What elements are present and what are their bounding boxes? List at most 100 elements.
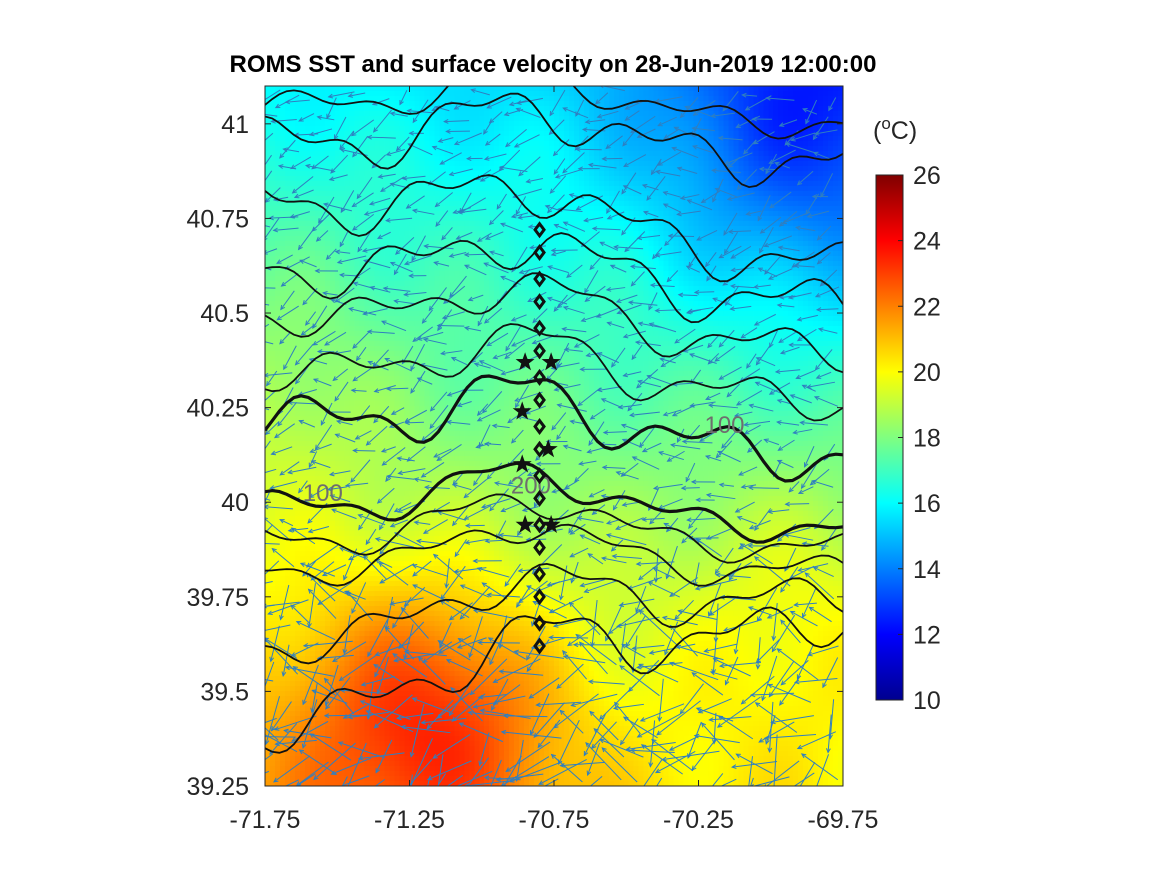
velocity-arrowhead	[379, 549, 385, 555]
velocity-arrowhead	[411, 563, 418, 569]
velocity-arrow	[746, 353, 757, 369]
velocity-arrowhead	[322, 202, 329, 208]
velocity-arrowhead	[357, 246, 363, 253]
velocity-arrowhead	[549, 188, 555, 194]
velocity-arrow	[341, 776, 348, 786]
velocity-arrowhead	[504, 354, 510, 360]
velocity-arrow	[498, 149, 521, 172]
velocity-arrow	[423, 338, 447, 345]
velocity-arrow	[349, 307, 377, 316]
velocity-arrow	[718, 137, 743, 141]
velocity-arrowhead	[491, 423, 498, 429]
velocity-arrowhead	[366, 329, 373, 335]
velocity-arrowhead	[712, 658, 719, 663]
velocity-arrowhead	[579, 366, 585, 372]
velocity-arrowhead	[396, 715, 402, 721]
velocity-arrow	[504, 563, 521, 587]
velocity-arrowhead	[448, 171, 455, 177]
velocity-arrowhead	[256, 405, 260, 409]
velocity-arrowhead	[741, 92, 747, 98]
velocity-arrowhead	[751, 116, 757, 122]
velocity-arrowhead	[562, 107, 568, 112]
velocity-arrowhead	[403, 260, 410, 266]
velocity-arrowhead	[325, 704, 331, 710]
velocity-arrowhead	[631, 645, 637, 651]
velocity-arrowhead	[721, 443, 727, 449]
velocity-arrowhead	[526, 655, 531, 661]
velocity-arrow	[501, 731, 562, 739]
velocity-arrow	[636, 561, 675, 565]
velocity-arrowhead	[531, 339, 538, 345]
velocity-arrow	[705, 392, 721, 400]
velocity-arrowhead	[437, 640, 443, 645]
velocity-arrowhead	[815, 307, 822, 312]
velocity-arrow	[546, 362, 563, 381]
velocity-arrowhead	[476, 237, 483, 242]
velocity-arrow	[309, 128, 333, 136]
velocity-arrow	[686, 265, 700, 273]
velocity-arrow	[305, 311, 317, 326]
velocity-arrowhead	[290, 652, 297, 657]
velocity-arrow	[394, 532, 425, 548]
velocity-arrowhead	[340, 207, 346, 214]
velocity-arrowhead	[780, 619, 786, 625]
velocity-arrowhead	[809, 480, 816, 486]
velocity-arrow	[796, 369, 816, 379]
velocity-arrowhead	[663, 522, 669, 528]
velocity-arrow	[611, 347, 626, 368]
velocity-arrow	[296, 621, 336, 641]
velocity-arrowhead	[448, 253, 455, 258]
velocity-arrowhead	[435, 221, 441, 228]
velocity-arrow	[795, 677, 838, 683]
velocity-arrowhead	[656, 730, 662, 736]
velocity-arrowhead	[406, 108, 412, 114]
velocity-arrow	[741, 484, 757, 488]
velocity-arrowhead	[484, 235, 491, 240]
velocity-arrowhead	[548, 608, 555, 614]
velocity-arrowhead	[374, 537, 381, 542]
velocity-arrowhead	[528, 693, 534, 699]
velocity-arrowhead	[630, 825, 634, 829]
velocity-arrowhead	[307, 528, 314, 534]
velocity-arrowhead	[489, 250, 495, 256]
velocity-arrow	[741, 327, 758, 339]
velocity-arrowhead	[431, 145, 438, 151]
velocity-arrow	[538, 758, 587, 785]
velocity-arrowhead	[484, 140, 491, 146]
velocity-arrow	[779, 295, 796, 299]
velocity-arrow	[607, 322, 625, 329]
station-star	[512, 401, 532, 420]
velocity-arrowhead	[549, 110, 555, 117]
velocity-arrow	[554, 383, 581, 391]
colorbar-label-open: (	[873, 117, 882, 145]
velocity-arrow	[620, 718, 639, 745]
velocity-arrowhead	[373, 723, 379, 729]
velocity-arrowhead	[699, 437, 705, 442]
velocity-arrowhead	[605, 520, 612, 525]
velocity-arrowhead	[601, 747, 607, 753]
velocity-arrowhead	[386, 386, 392, 392]
velocity-arrowhead	[405, 203, 412, 209]
velocity-arrowhead	[778, 338, 784, 343]
velocity-arrow	[468, 711, 509, 717]
velocity-arrowhead	[648, 762, 654, 768]
velocity-arrow	[280, 584, 290, 620]
velocity-arrow	[801, 462, 818, 489]
velocity-arrowhead	[265, 372, 269, 378]
velocity-arrow	[352, 330, 371, 349]
velocity-arrowhead	[477, 640, 483, 646]
velocity-arrow	[677, 210, 701, 215]
velocity-arrowhead	[676, 211, 682, 217]
velocity-arrowhead	[774, 796, 778, 800]
velocity-arrow	[487, 96, 512, 109]
velocity-arrow	[707, 334, 720, 348]
velocity-arrow	[444, 120, 470, 123]
velocity-arrowhead	[649, 519, 655, 525]
velocity-arrowhead	[687, 535, 694, 541]
velocity-arrowhead	[588, 440, 594, 447]
velocity-arrow	[269, 723, 298, 755]
velocity-arrowhead	[622, 141, 628, 147]
velocity-arrow	[375, 538, 414, 548]
velocity-arrow	[791, 132, 816, 141]
